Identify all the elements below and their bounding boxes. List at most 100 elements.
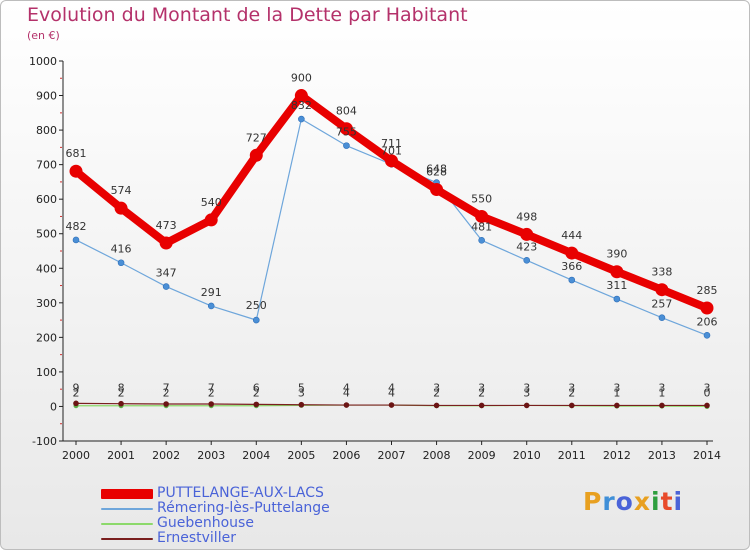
proxiti-logo: Proxiti — [583, 487, 684, 516]
data-label: 366 — [561, 260, 582, 273]
data-label: 8 — [118, 381, 125, 394]
data-point — [252, 316, 260, 324]
data-label: 3 — [658, 381, 665, 394]
data-point — [520, 227, 534, 241]
data-point — [249, 148, 263, 162]
legend-swatch — [101, 523, 153, 525]
data-point — [700, 301, 714, 315]
data-point — [343, 402, 350, 408]
data-label: 2 — [73, 386, 80, 399]
legend-label: Rémering-lès-Puttelange — [157, 500, 330, 516]
data-label: 3 — [433, 381, 440, 394]
x-tick-label: 2003 — [197, 449, 225, 462]
chart-subtitle: (en €) — [27, 29, 60, 42]
data-point — [253, 401, 260, 408]
legend-swatch — [101, 489, 153, 499]
x-tick-label: 2008 — [423, 449, 451, 462]
data-point — [478, 402, 485, 409]
data-label: 390 — [606, 248, 627, 261]
data-label: 6 — [253, 381, 260, 394]
data-point — [118, 400, 124, 407]
data-point — [703, 331, 711, 339]
data-label: 3 — [704, 381, 711, 394]
data-point — [433, 402, 440, 409]
data-label: 338 — [651, 266, 672, 279]
data-label: 4 — [343, 386, 350, 399]
data-point — [659, 402, 665, 409]
data-point — [388, 402, 395, 408]
y-tick-label: 900 — [36, 90, 57, 103]
data-label: 540 — [201, 196, 222, 209]
legend-swatch — [101, 538, 153, 540]
data-label: 4 — [388, 381, 395, 394]
data-point — [298, 401, 305, 408]
data-label: 2 — [208, 386, 215, 399]
data-label: 0 — [704, 386, 711, 399]
data-label: 1 — [613, 386, 620, 399]
data-label: 311 — [606, 279, 627, 292]
x-tick-label: 2010 — [513, 449, 541, 462]
data-point — [704, 402, 710, 409]
x-tick-label: 2007 — [378, 449, 406, 462]
data-point — [523, 257, 531, 264]
y-tick-label: 400 — [36, 262, 57, 275]
data-point — [343, 142, 350, 149]
y-tick-label: 600 — [36, 193, 57, 206]
data-label: 832 — [291, 99, 312, 112]
data-label: 628 — [426, 166, 447, 179]
data-point — [298, 115, 305, 123]
x-tick-label: 2000 — [62, 449, 90, 462]
x-tick-label: 2002 — [152, 449, 180, 462]
data-label: 347 — [156, 267, 177, 280]
y-tick-label: 0 — [50, 400, 57, 413]
data-label: 727 — [246, 131, 267, 144]
data-label: 250 — [246, 299, 267, 312]
x-tick-label: 2014 — [693, 449, 721, 462]
data-point — [163, 401, 169, 407]
y-tick-label: -100 — [32, 435, 57, 448]
data-label: 2 — [253, 386, 260, 399]
data-label: 4 — [343, 381, 350, 394]
legend-label: Ernestviller — [157, 530, 236, 546]
data-label: 498 — [516, 210, 537, 223]
data-point — [658, 314, 666, 321]
data-label: 5 — [298, 381, 305, 394]
x-tick-label: 2005 — [287, 449, 315, 462]
data-point — [614, 402, 620, 409]
data-point — [73, 400, 79, 407]
x-tick-label: 2001 — [107, 449, 135, 462]
data-point — [385, 154, 398, 168]
legend-swatch — [101, 508, 153, 510]
data-label: 285 — [697, 284, 718, 297]
data-label: 3 — [298, 386, 305, 399]
data-point — [204, 213, 218, 227]
data-label: 3 — [523, 381, 530, 394]
y-tick-label: 200 — [36, 331, 57, 344]
x-tick-label: 2011 — [558, 449, 586, 462]
data-label: 2 — [163, 386, 170, 399]
data-label: 7 — [163, 381, 170, 394]
x-tick-label: 2004 — [242, 449, 270, 462]
data-point — [610, 265, 624, 279]
data-label: 3 — [568, 381, 575, 394]
data-label: 804 — [336, 105, 357, 118]
data-point — [72, 236, 80, 244]
data-label: 711 — [381, 137, 402, 150]
data-point — [114, 201, 128, 215]
y-tick-label: 500 — [36, 228, 57, 241]
data-point — [430, 183, 444, 197]
data-point — [162, 283, 170, 290]
data-label: 206 — [697, 315, 718, 328]
data-label: 574 — [111, 184, 132, 197]
data-label: 681 — [66, 147, 87, 160]
data-point — [294, 89, 308, 103]
data-point — [565, 246, 579, 260]
data-label: 550 — [471, 192, 492, 205]
data-point — [613, 295, 621, 303]
data-point — [523, 402, 530, 409]
x-tick-label: 2006 — [332, 449, 360, 462]
data-label: 481 — [471, 220, 492, 233]
x-tick-label: 2013 — [648, 449, 676, 462]
x-tick-label: 2009 — [468, 449, 496, 462]
